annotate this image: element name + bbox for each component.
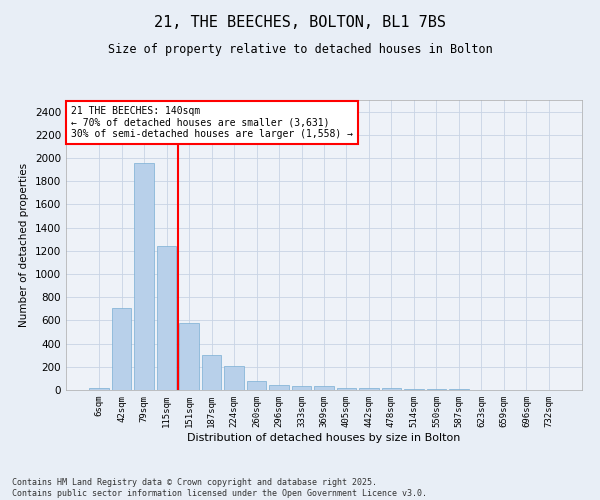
Bar <box>449 389 469 390</box>
Bar <box>179 324 199 390</box>
Text: 21 THE BEECHES: 140sqm
← 70% of detached houses are smaller (3,631)
30% of semi-: 21 THE BEECHES: 140sqm ← 70% of detached… <box>71 106 353 139</box>
X-axis label: Distribution of detached houses by size in Bolton: Distribution of detached houses by size … <box>187 432 461 442</box>
Bar <box>134 162 154 390</box>
Bar <box>382 388 401 390</box>
Bar <box>314 386 334 390</box>
Bar <box>359 388 379 390</box>
Y-axis label: Number of detached properties: Number of detached properties <box>19 163 29 327</box>
Bar <box>404 389 424 390</box>
Text: 21, THE BEECHES, BOLTON, BL1 7BS: 21, THE BEECHES, BOLTON, BL1 7BS <box>154 15 446 30</box>
Bar <box>202 354 221 390</box>
Bar <box>224 366 244 390</box>
Bar <box>247 382 266 390</box>
Text: Contains HM Land Registry data © Crown copyright and database right 2025.
Contai: Contains HM Land Registry data © Crown c… <box>12 478 427 498</box>
Bar <box>292 386 311 390</box>
Bar <box>269 386 289 390</box>
Bar <box>337 388 356 390</box>
Bar <box>89 388 109 390</box>
Bar <box>157 246 176 390</box>
Bar <box>112 308 131 390</box>
Text: Size of property relative to detached houses in Bolton: Size of property relative to detached ho… <box>107 42 493 56</box>
